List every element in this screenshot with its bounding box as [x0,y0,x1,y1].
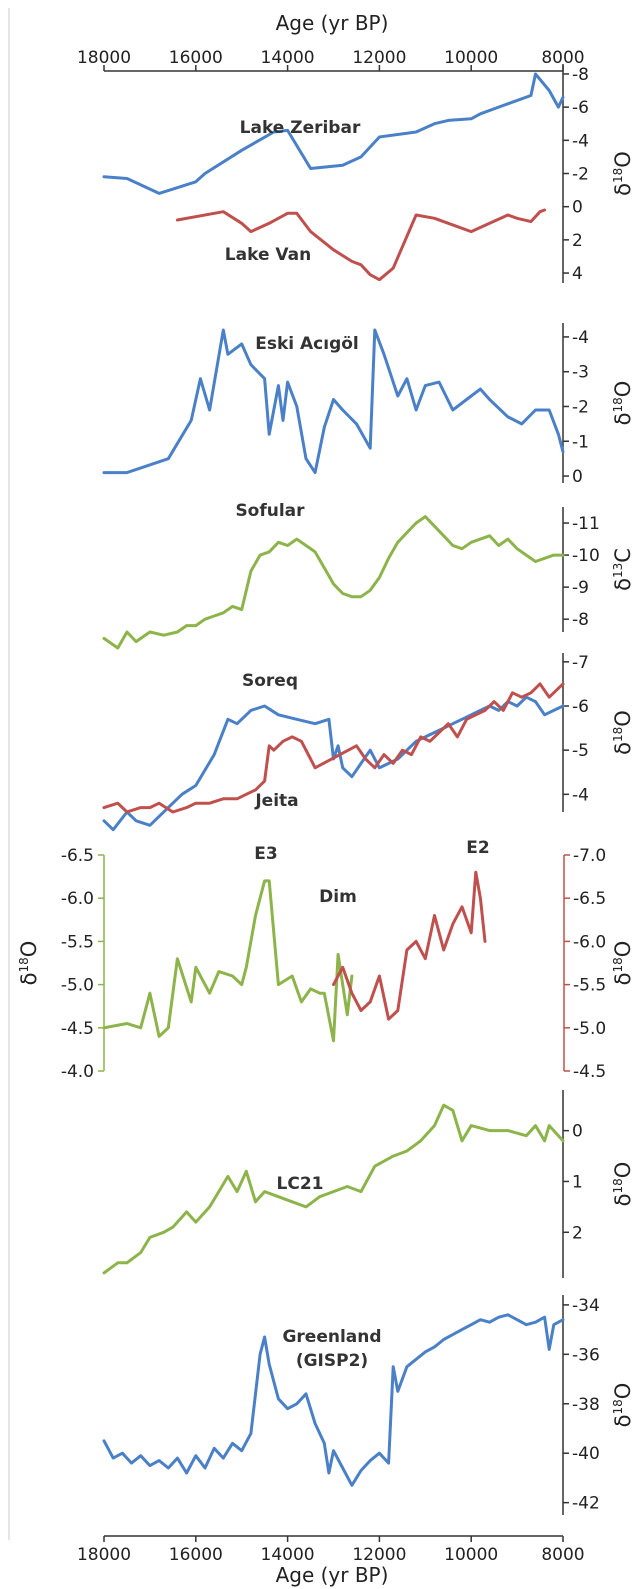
y-tick-label: 4 [572,264,583,284]
top-x-axis: 18000 16000 14000 12000 10000 8000 [77,48,585,72]
y-tick-label: 0 [572,467,583,487]
label-dim: Dim [319,887,357,907]
y-axis-unit-label: δ18O [611,151,635,196]
y-tick-label: -10 [572,546,600,566]
y-tick-label: -4 [572,131,589,151]
y-tick-label: -2 [572,165,589,185]
x-tick-label: 16000 [169,1545,223,1565]
y-tick-label: 2 [572,1223,583,1243]
y-tick-label: -1 [572,432,589,452]
panel-sofular: -11 -10 -9 -8 δ13C [102,507,635,650]
y-tick-label: -38 [572,1395,600,1415]
label-e2: E2 [466,838,489,858]
x-tick-label: 18000 [77,1545,131,1565]
label-jeita: Jeita [254,791,298,811]
y-tick-label: -4 [572,328,589,348]
label-eski-acigol: Eski Acıgöl [255,334,359,354]
series-line-0 [102,1103,565,1275]
y-axis-unit-label: δ18O [611,1162,635,1207]
panel-gisp2: -34 -36 -38 -40 -42 δ18O [102,1295,635,1515]
y-axis-unit-label: δ18O [17,941,41,986]
y-tick-label: -6.0 [61,889,94,909]
y-tick-label: -40 [572,1444,600,1464]
x-tick-label: 10000 [444,1545,498,1565]
y-tick-label: -9 [572,578,589,598]
label-sofular: Sofular [235,501,305,521]
y-tick-label: -7 [572,653,589,673]
y-tick-label: -4.5 [573,1062,606,1082]
series-line-1 [175,208,547,282]
series-line-0 [102,328,565,475]
y-tick-label: -6.5 [61,846,94,866]
label-greenland: Greenland [282,1327,381,1347]
y-axis-unit-label: δ18O [611,941,635,986]
y-tick-label: -6.0 [573,932,606,952]
top-x-axis-title: Age (yr BP) [276,11,389,35]
y-axis-unit-label: δ18O [611,1383,635,1428]
y-tick-label: -6 [572,98,589,118]
y-tick-label: -34 [572,1296,600,1316]
series-line-0 [102,695,565,832]
y-tick-label: -5.0 [61,976,94,996]
y-tick-label: -4.5 [61,1019,94,1039]
y-tick-label: -6 [572,697,589,717]
label-lake-van: Lake Van [225,245,311,265]
panel-eski-acigol: -4 -3 -2 -1 0 δ18O [102,323,635,487]
label-soreq: Soreq [242,671,298,691]
panel-soreq-jeita: -7 -6 -5 -4 δ18O [102,653,635,832]
x-tick-label: 16000 [169,48,223,68]
x-tick-label: 8000 [541,1545,584,1565]
y-tick-label: -6.5 [573,889,606,909]
x-tick-label: 12000 [352,48,406,68]
y-axis-unit-label: δ18O [611,710,635,755]
y-tick-label: -3 [572,363,589,383]
label-lake-zeribar: Lake Zeribar [240,118,361,138]
y-tick-label: -5.0 [573,1019,606,1039]
panel-lc21: 0 1 2 δ18O [102,1090,635,1278]
series-line-right [332,870,487,1021]
x-tick-label: 12000 [352,1545,406,1565]
label-lc21: LC21 [277,1174,324,1194]
y-tick-label: -36 [572,1345,600,1365]
series-line-0 [102,72,565,195]
y-axis-unit-label: δ18O [611,381,635,426]
x-tick-label: 10000 [444,48,498,68]
series-line-1 [102,682,565,814]
y-axis-unit-label: δ13C [611,548,635,591]
x-tick-label: 14000 [261,1545,315,1565]
y-tick-label: -11 [572,514,600,534]
y-tick-label: -42 [572,1494,600,1514]
series-line-left [102,879,354,1043]
y-tick-label: -2 [572,397,589,417]
series-line-0 [102,1313,565,1487]
y-tick-label: -8 [572,65,589,85]
y-tick-label: -5.5 [61,932,94,952]
panel-dim: -6.5 -6.0 -5.5 -5.0 -4.5 -4.0 -7.0 -6.5 -6.0 -5.5… [17,846,635,1082]
x-tick-label: 18000 [77,48,131,68]
y-tick-label: -4 [572,785,589,805]
series-line-0 [102,515,565,650]
x-tick-label: 8000 [541,48,584,68]
label-gisp2: (GISP2) [296,1351,368,1371]
y-tick-label: -4.0 [61,1062,94,1082]
bottom-x-axis: 18000 16000 14000 12000 10000 8000 [77,1535,585,1565]
y-tick-label: 1 [572,1172,583,1192]
y-tick-label: 0 [572,198,583,218]
y-tick-label: 0 [572,1122,583,1142]
y-tick-label: 2 [572,231,583,251]
label-e3: E3 [254,844,277,864]
y-tick-label: -5 [572,741,589,761]
y-tick-label: -5.5 [573,976,606,996]
panel-zeribar-van: -8 -6 -4 -2 0 2 4 δ18O [102,64,635,284]
y-tick-label: -7.0 [573,846,606,866]
y-tick-label: -8 [572,610,589,630]
x-tick-label: 14000 [261,48,315,68]
bottom-x-axis-title: Age (yr BP) [276,1563,389,1587]
